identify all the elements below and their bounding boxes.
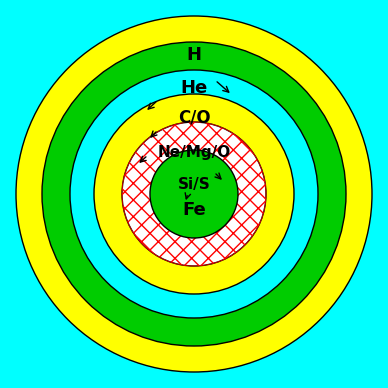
Text: Ne/Mg/O: Ne/Mg/O [158,144,230,159]
Circle shape [94,94,294,294]
Text: Si/S: Si/S [178,177,210,192]
Circle shape [16,16,372,372]
Text: Fe: Fe [182,201,206,219]
Circle shape [42,42,346,346]
Text: C/O: C/O [178,108,210,126]
Circle shape [122,122,266,266]
Text: H: H [187,46,201,64]
Text: He: He [180,79,208,97]
Circle shape [70,70,318,318]
Circle shape [150,150,238,238]
